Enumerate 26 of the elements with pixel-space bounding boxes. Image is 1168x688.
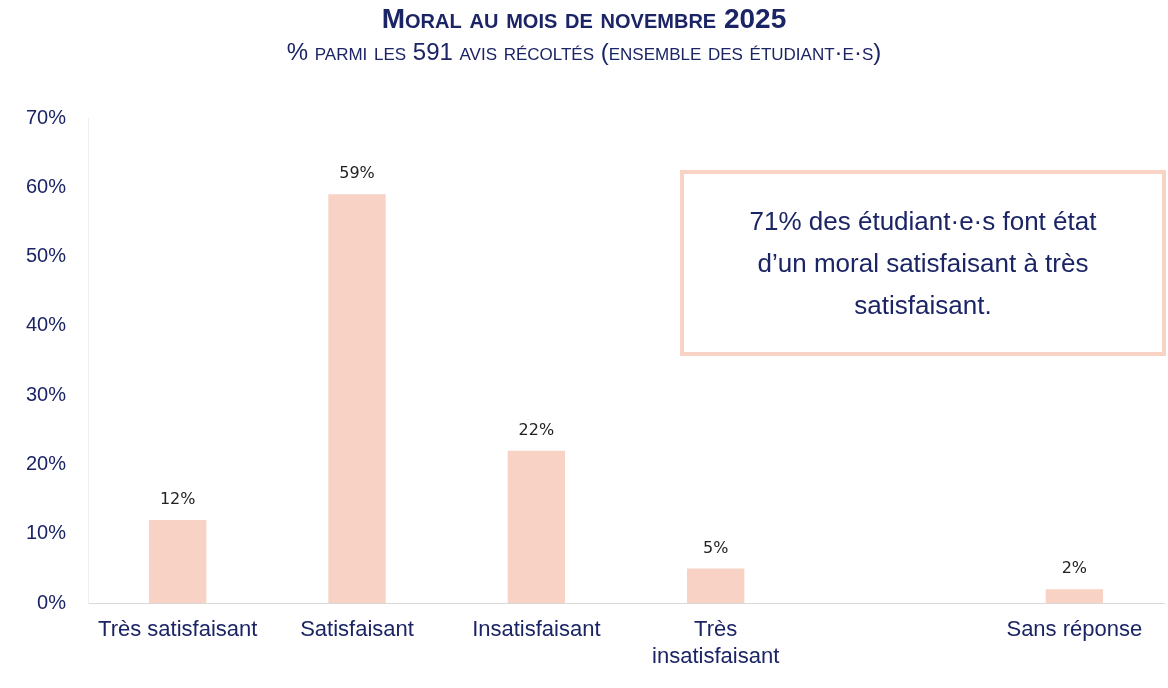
bar: [1045, 589, 1104, 604]
y-tick-label: 40%: [26, 313, 67, 336]
data-label: 22%: [518, 419, 555, 439]
x-tick-label: Très satisfaisant: [98, 616, 258, 642]
data-label: 2%: [1061, 558, 1088, 578]
bar: [507, 450, 566, 604]
chart-title: Moral au mois de novembre 2025: [380, 2, 788, 36]
y-tick-label: 20%: [26, 452, 67, 475]
data-label: 5%: [702, 537, 729, 557]
x-tick-label: Satisfaisant: [300, 616, 414, 642]
y-tick-label: 50%: [26, 244, 67, 267]
chart-subtitle: % parmi les 591 avis récoltés (ensemble des étudiant·e·s): [285, 37, 883, 67]
y-tick-label: 10%: [26, 521, 67, 544]
y-tick-label: 70%: [26, 105, 67, 128]
y-tick-label: 0%: [37, 590, 67, 613]
bar: [149, 520, 207, 604]
bar: [686, 568, 745, 604]
data-label: 12%: [159, 489, 196, 509]
x-tick-label: Insatisfaisant: [472, 616, 601, 642]
x-tick-label: Très insatisfaisant: [652, 616, 780, 668]
bar: [328, 194, 386, 604]
data-label: 59%: [339, 163, 375, 183]
annotation: 71% des étudiant·e·s font état d’un moral satisfaisant à très satisfaisant.: [680, 170, 1166, 356]
y-tick-label: 60%: [26, 174, 67, 197]
y-tick-label: 30%: [26, 382, 67, 405]
x-tick-label: Sans réponse: [1006, 616, 1143, 642]
